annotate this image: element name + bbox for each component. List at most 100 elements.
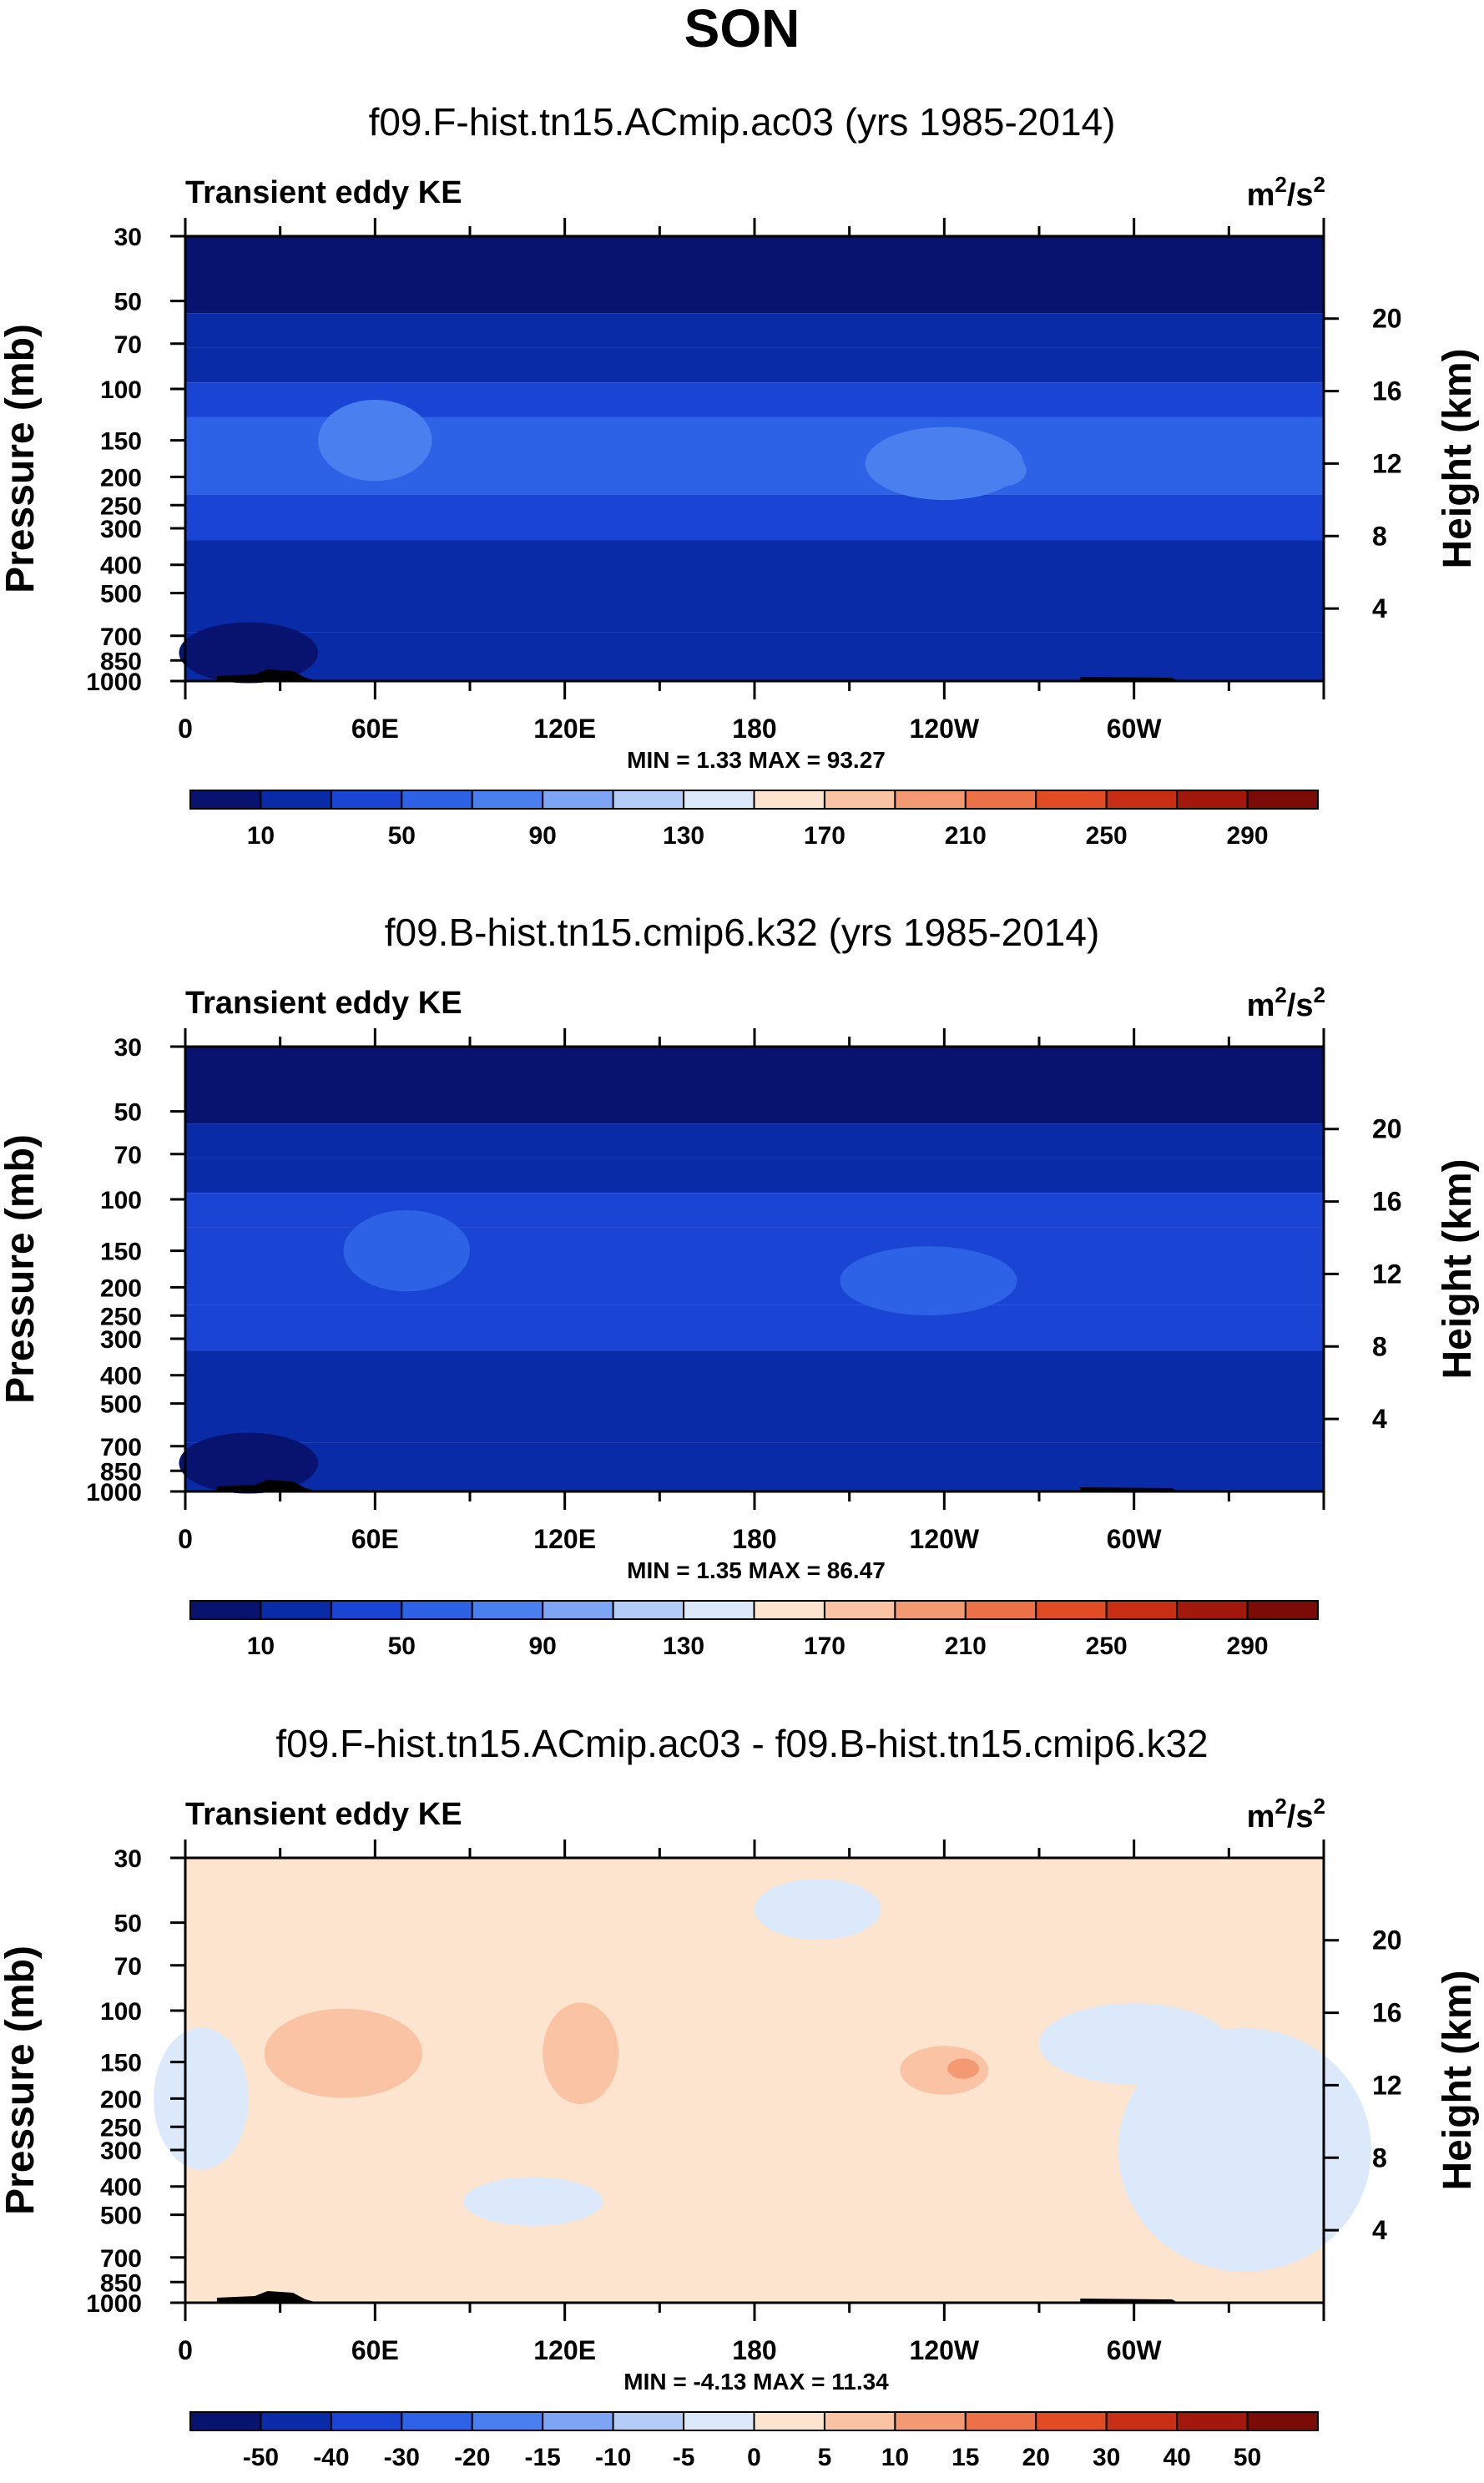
pressure-tick-label: 300 <box>100 1326 142 1354</box>
field-blob <box>343 1209 470 1292</box>
colorbar-swatch <box>753 790 825 810</box>
field-blob <box>264 2008 423 2098</box>
lon-tick-label: 120E <box>533 714 596 744</box>
colorbar-swatch <box>189 790 262 810</box>
field-band <box>185 1193 1324 1228</box>
colorbar-swatch <box>1246 2411 1319 2431</box>
panel-title: f09.F-hist.tn15.ACmip.ac03 - f09.B-hist.… <box>275 1722 1208 1765</box>
pressure-tick-label: 70 <box>114 1953 142 1981</box>
colorbar-swatch <box>189 1600 262 1620</box>
units-label: m2/s2 <box>1247 982 1325 1023</box>
pressure-tick-label: 100 <box>100 376 142 404</box>
colorbar-label: -40 <box>313 2444 349 2471</box>
panel-2: f09.B-hist.tn15.cmip6.k32 (yrs 1985-2014… <box>0 911 1480 1660</box>
field-layer <box>179 236 1324 684</box>
colorbar-swatch <box>471 1600 544 1620</box>
field-band <box>185 1305 1324 1351</box>
pressure-tick-label: 1000 <box>86 669 142 696</box>
field-blob <box>976 454 1027 487</box>
pressure-tick-label: 70 <box>114 1142 142 1169</box>
min-max-text: MIN = -4.13 MAX = 11.34 <box>623 2369 889 2395</box>
pressure-tick-label: 1000 <box>86 2290 142 2318</box>
pressure-tick-label: 250 <box>100 2114 142 2142</box>
min-max-text: MIN = 1.33 MAX = 93.27 <box>627 747 886 773</box>
pressure-tick-label: 50 <box>114 1910 142 1938</box>
colorbar-swatch <box>753 1600 825 1620</box>
colorbar-swatch <box>542 790 614 810</box>
colorbar-swatch <box>401 790 473 810</box>
colorbar-swatch <box>823 2411 896 2431</box>
lon-tick-label: 120E <box>533 1524 596 1554</box>
units-label: m2/s2 <box>1247 172 1325 213</box>
pressure-tick-label: 300 <box>100 2137 142 2165</box>
colorbar-label: 210 <box>945 822 987 850</box>
field-blob <box>755 1879 881 1940</box>
height-tick-label: 12 <box>1372 448 1402 478</box>
colorbar-label: 50 <box>1234 2444 1261 2471</box>
colorbar-swatch <box>260 2411 332 2431</box>
field-band <box>185 236 1324 314</box>
pressure-tick-label: 200 <box>100 1274 142 1302</box>
colorbar-label: 15 <box>951 2444 979 2471</box>
pressure-tick-label: 200 <box>100 2086 142 2113</box>
pressure-tick-label: 850 <box>100 1458 142 1486</box>
height-tick-label: 8 <box>1372 521 1387 551</box>
field-blob <box>840 1246 1017 1315</box>
colorbar-label: 90 <box>529 1633 557 1660</box>
y-axis-label-right: Height (km) <box>1436 349 1480 569</box>
colorbar-label: 250 <box>1086 1633 1128 1660</box>
colorbar-swatch <box>894 1600 967 1620</box>
colorbar-swatch <box>1246 790 1319 810</box>
field-blob <box>1039 2003 1229 2085</box>
colorbar-swatch <box>823 790 896 810</box>
colorbar-label: -50 <box>243 2444 279 2471</box>
colorbar-swatch <box>823 1600 896 1620</box>
pressure-tick-label: 50 <box>114 1099 142 1127</box>
colorbar-swatch <box>894 790 967 810</box>
colorbar-label: -20 <box>454 2444 490 2471</box>
panels: f09.F-hist.tn15.ACmip.ac03 (yrs 1985-201… <box>0 100 1480 2471</box>
lon-tick-label: 60W <box>1107 2335 1163 2365</box>
field-band <box>185 313 1324 348</box>
y-axis-label: Pressure (mb) <box>0 1134 43 1404</box>
field-blob <box>947 2058 980 2079</box>
colorbar-swatch <box>471 790 544 810</box>
lon-tick-label: 60W <box>1107 1524 1163 1554</box>
field-layer <box>179 1047 1324 1494</box>
height-tick-label: 16 <box>1372 1187 1402 1217</box>
colorbar-swatch <box>1176 2411 1249 2431</box>
colorbar-swatch <box>612 790 685 810</box>
field-blob <box>318 399 432 482</box>
colorbar-swatch <box>330 790 403 810</box>
colorbar-swatch <box>612 2411 685 2431</box>
colorbar-label: 10 <box>247 822 275 850</box>
height-tick-label: 20 <box>1372 1114 1402 1144</box>
colorbar-label: 10 <box>247 1633 275 1660</box>
colorbar-swatch <box>1246 1600 1319 1620</box>
pressure-tick-label: 150 <box>100 1239 142 1266</box>
field-blob <box>900 2046 989 2095</box>
field-band <box>185 494 1324 541</box>
colorbar-swatch <box>964 790 1037 810</box>
colorbar-swatch <box>189 2411 262 2431</box>
colorbar-swatch <box>471 2411 544 2431</box>
colorbar-label: 170 <box>804 822 845 850</box>
y-axis-label-right: Height (km) <box>1436 1971 1480 2191</box>
lon-tick-label: 60W <box>1107 714 1163 744</box>
colorbar-swatch <box>683 1600 755 1620</box>
height-tick-label: 20 <box>1372 304 1402 334</box>
pressure-tick-label: 250 <box>100 1303 142 1330</box>
field-blob <box>154 2027 249 2170</box>
field-layer <box>154 1858 1371 2303</box>
min-max-text: MIN = 1.35 MAX = 86.47 <box>627 1557 886 1583</box>
pressure-tick-label: 850 <box>100 648 142 675</box>
colorbar-label: -15 <box>525 2444 561 2471</box>
y-axis-label: Pressure (mb) <box>0 1946 43 2215</box>
height-tick-label: 16 <box>1372 1998 1402 2028</box>
colorbar-swatch <box>401 2411 473 2431</box>
pressure-tick-label: 850 <box>100 2269 142 2297</box>
pressure-tick-label: 500 <box>100 581 142 608</box>
lon-tick-label: 0 <box>178 2335 193 2365</box>
colorbar-swatch <box>401 1600 473 1620</box>
pressure-tick-label: 700 <box>100 623 142 651</box>
